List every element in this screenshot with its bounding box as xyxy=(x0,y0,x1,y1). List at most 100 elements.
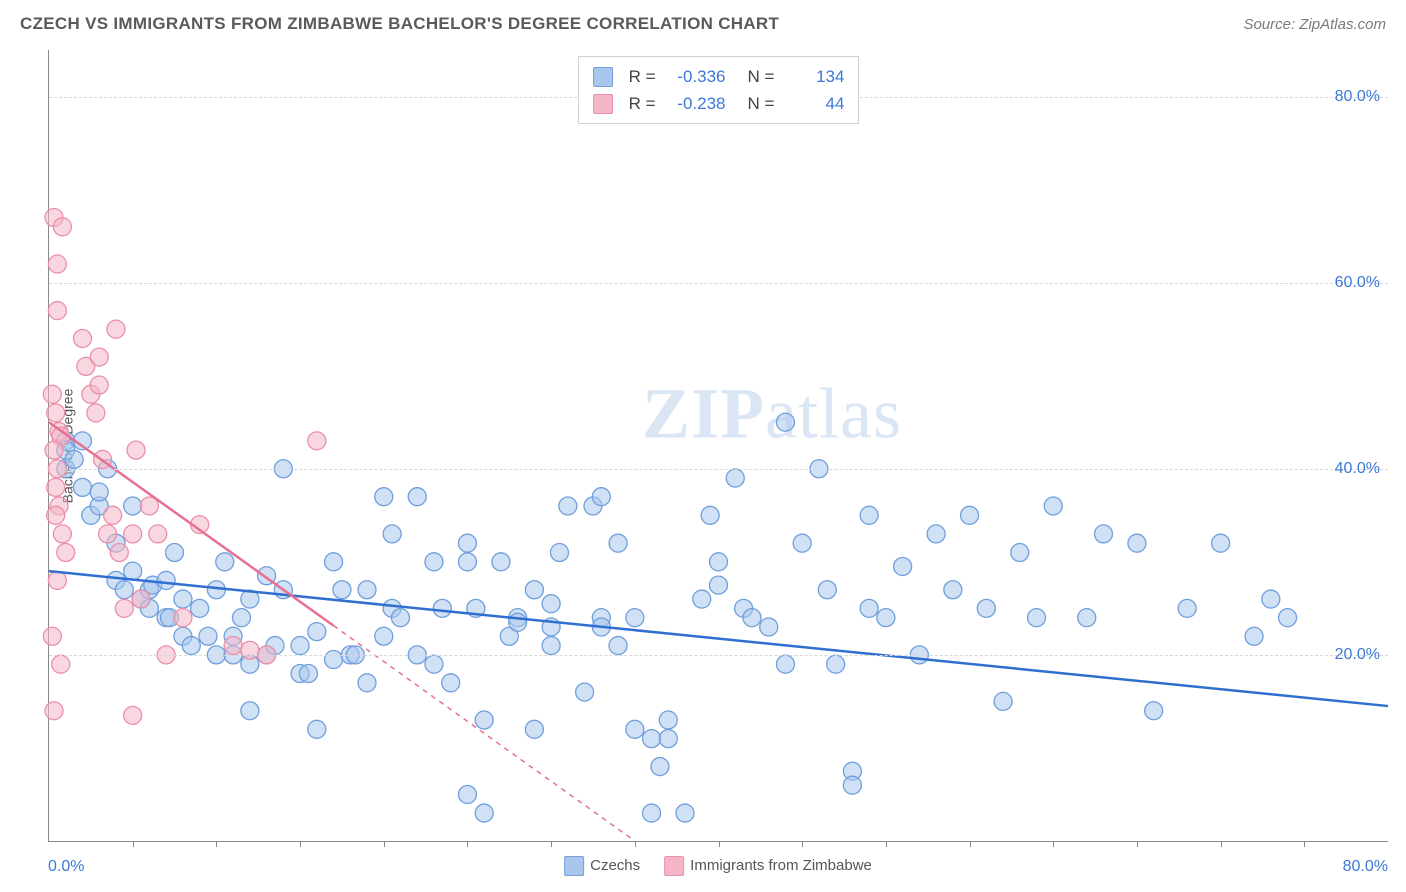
data-point xyxy=(308,432,326,450)
data-point xyxy=(391,609,409,627)
x-tick-start: 0.0% xyxy=(48,858,84,876)
x-tick xyxy=(1221,841,1222,847)
data-point xyxy=(542,637,560,655)
x-tick xyxy=(384,841,385,847)
data-point xyxy=(104,506,122,524)
data-point xyxy=(425,655,443,673)
data-point xyxy=(408,488,426,506)
data-point xyxy=(191,599,209,617)
data-point xyxy=(149,525,167,543)
data-point xyxy=(559,497,577,515)
data-point xyxy=(333,581,351,599)
x-tick xyxy=(467,841,468,847)
gridline xyxy=(49,469,1388,470)
data-point xyxy=(224,637,242,655)
data-point xyxy=(383,525,401,543)
data-point xyxy=(659,730,677,748)
data-point xyxy=(994,692,1012,710)
x-tick xyxy=(300,841,301,847)
legend-swatch xyxy=(593,67,613,87)
data-point xyxy=(48,571,66,589)
bottom-legend: Czechs Immigrants from Zimbabwe xyxy=(564,856,872,876)
data-point xyxy=(375,488,393,506)
legend-swatch xyxy=(664,856,684,876)
legend-n-value: 134 xyxy=(784,63,844,90)
data-point xyxy=(525,581,543,599)
scatter-svg xyxy=(49,50,1388,841)
legend-swatch xyxy=(564,856,584,876)
data-point xyxy=(626,720,644,738)
data-point xyxy=(609,637,627,655)
data-point xyxy=(818,581,836,599)
plot-area: ZIPatlas 20.0%40.0%60.0%80.0% R = -0.336… xyxy=(48,50,1388,842)
correlation-legend-row: R = -0.336 N = 134 xyxy=(593,63,845,90)
legend-r-value: -0.238 xyxy=(666,90,726,117)
data-point xyxy=(65,450,83,468)
legend-label: Czechs xyxy=(590,857,640,874)
x-tick xyxy=(1053,841,1054,847)
y-tick-label: 40.0% xyxy=(1335,460,1380,478)
data-point xyxy=(701,506,719,524)
legend-n-label: N = xyxy=(748,90,775,117)
data-point xyxy=(132,590,150,608)
data-point xyxy=(676,804,694,822)
data-point xyxy=(47,404,65,422)
chart-header: CZECH VS IMMIGRANTS FROM ZIMBABWE BACHEL… xyxy=(0,0,1406,44)
x-axis-labels: 0.0% CzechsImmigrants from Zimbabwe 80.0… xyxy=(48,852,1388,876)
data-point xyxy=(710,576,728,594)
data-point xyxy=(45,441,63,459)
data-point xyxy=(710,553,728,571)
data-point xyxy=(525,720,543,738)
data-point xyxy=(793,534,811,552)
legend-label: Immigrants from Zimbabwe xyxy=(690,857,872,874)
data-point xyxy=(53,218,71,236)
data-point xyxy=(961,506,979,524)
x-tick xyxy=(133,841,134,847)
data-point xyxy=(53,525,71,543)
data-point xyxy=(760,618,778,636)
data-point xyxy=(107,320,125,338)
data-point xyxy=(442,674,460,692)
data-point xyxy=(643,804,661,822)
data-point xyxy=(182,637,200,655)
data-point xyxy=(776,413,794,431)
data-point xyxy=(124,706,142,724)
data-point xyxy=(299,664,317,682)
data-point xyxy=(375,627,393,645)
data-point xyxy=(124,525,142,543)
data-point xyxy=(90,348,108,366)
x-tick xyxy=(802,841,803,847)
data-point xyxy=(1028,609,1046,627)
data-point xyxy=(1094,525,1112,543)
data-point xyxy=(927,525,945,543)
data-point xyxy=(475,711,493,729)
data-point xyxy=(726,469,744,487)
x-tick xyxy=(216,841,217,847)
data-point xyxy=(115,599,133,617)
data-point xyxy=(199,627,217,645)
data-point xyxy=(291,637,309,655)
data-point xyxy=(651,758,669,776)
y-tick-label: 80.0% xyxy=(1335,88,1380,106)
data-point xyxy=(358,581,376,599)
legend-r-label: R = xyxy=(629,63,656,90)
data-point xyxy=(458,553,476,571)
data-point xyxy=(609,534,627,552)
data-point xyxy=(124,497,142,515)
data-point xyxy=(1044,497,1062,515)
data-point xyxy=(115,581,133,599)
data-point xyxy=(1145,702,1163,720)
x-tick xyxy=(1304,841,1305,847)
data-point xyxy=(110,544,128,562)
legend-n-value: 44 xyxy=(784,90,844,117)
data-point xyxy=(458,785,476,803)
data-point xyxy=(216,553,234,571)
data-point xyxy=(43,385,61,403)
x-tick xyxy=(1137,841,1138,847)
x-tick xyxy=(551,841,552,847)
data-point xyxy=(1078,609,1096,627)
data-point xyxy=(1262,590,1280,608)
data-point xyxy=(87,404,105,422)
data-point xyxy=(99,525,117,543)
y-tick-label: 20.0% xyxy=(1335,646,1380,664)
